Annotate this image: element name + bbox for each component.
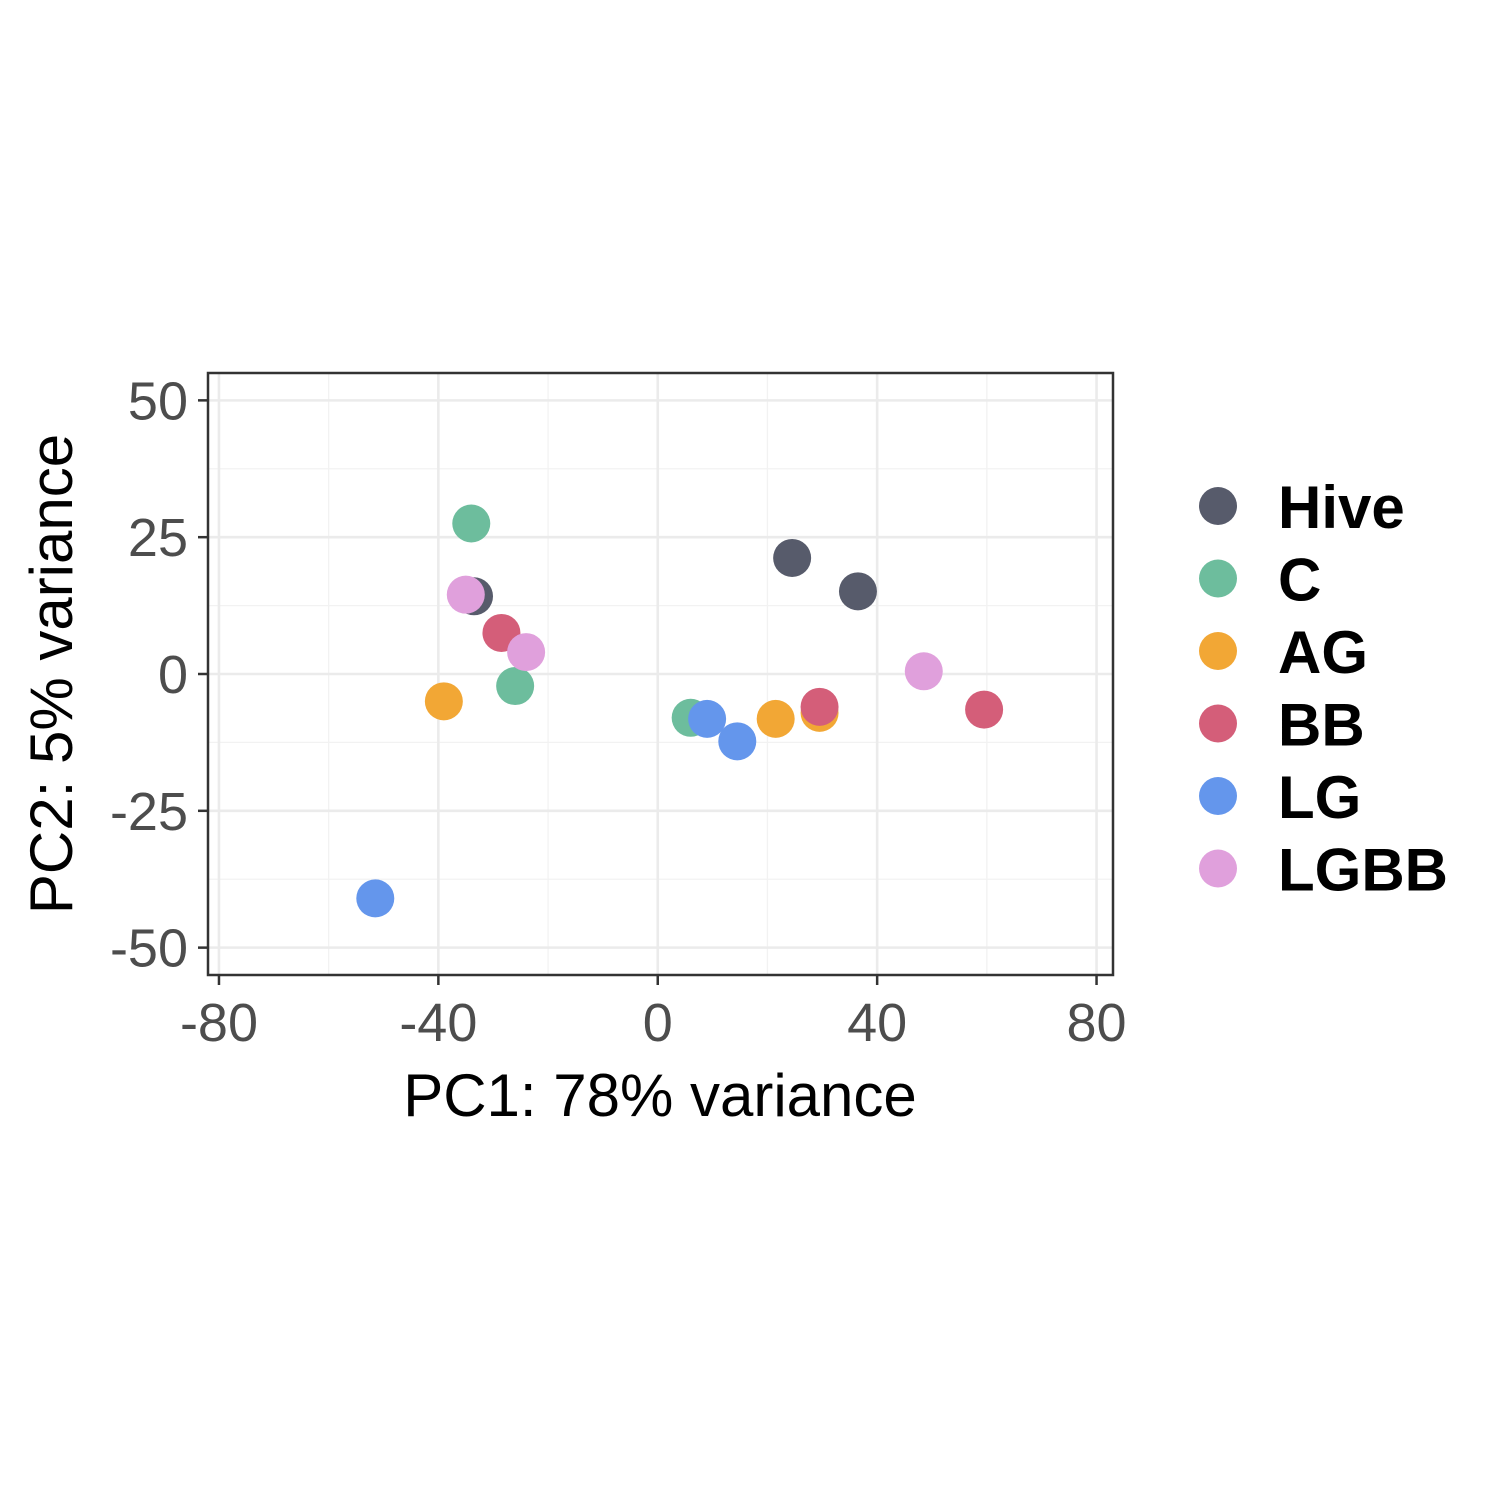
data-point-bb (800, 687, 839, 726)
data-point-lgbb (904, 652, 943, 691)
data-point-lg (356, 879, 395, 918)
x-axis-ticks: -80 -40 0 40 80 (180, 975, 1127, 1053)
x-tick-label: -40 (399, 993, 477, 1053)
x-axis-title: PC1: 78% variance (403, 1062, 917, 1129)
legend-key-hive (1199, 487, 1237, 525)
y-tick-label: -25 (110, 782, 188, 842)
y-tick-label: 50 (128, 371, 188, 431)
legend-label-c: C (1278, 547, 1321, 614)
data-point-bb (965, 690, 1004, 729)
y-tick-label: 0 (158, 645, 188, 705)
legend-label-bb: BB (1278, 692, 1365, 759)
major-gridlines (208, 373, 1113, 975)
x-tick-label: -80 (180, 993, 258, 1053)
legend-key-bb (1199, 704, 1237, 743)
x-tick-label: 80 (1067, 993, 1127, 1053)
y-tick-label: 25 (128, 508, 188, 568)
data-point-hive (838, 572, 877, 611)
data-point-lgbb (507, 633, 546, 672)
data-point-c (496, 667, 535, 706)
data-point-lg (688, 699, 727, 738)
legend-key-c (1199, 559, 1237, 598)
data-point-ag (424, 682, 463, 721)
y-axis-title: PC2: 5% variance (18, 434, 85, 914)
data-point-c (452, 504, 491, 543)
y-tick-label: -50 (110, 919, 188, 979)
x-tick-label: 40 (847, 993, 907, 1053)
legend-key-lgbb (1199, 849, 1237, 888)
data-point-ag (756, 699, 795, 738)
legend-key-ag (1199, 632, 1237, 670)
data-points (356, 504, 1004, 918)
data-point-lgbb (446, 575, 485, 614)
legend-label-ag: AG (1278, 619, 1368, 686)
data-point-hive (773, 538, 812, 577)
legend-label-lgbb: LGBB (1278, 837, 1448, 904)
x-tick-label: 0 (643, 993, 673, 1053)
legend-key-lg (1199, 777, 1237, 815)
legend-label-lg: LG (1278, 764, 1361, 831)
y-axis-ticks: -50 -25 0 25 50 (110, 371, 208, 979)
data-point-lg (718, 722, 757, 761)
legend-label-hive: Hive (1278, 474, 1405, 541)
